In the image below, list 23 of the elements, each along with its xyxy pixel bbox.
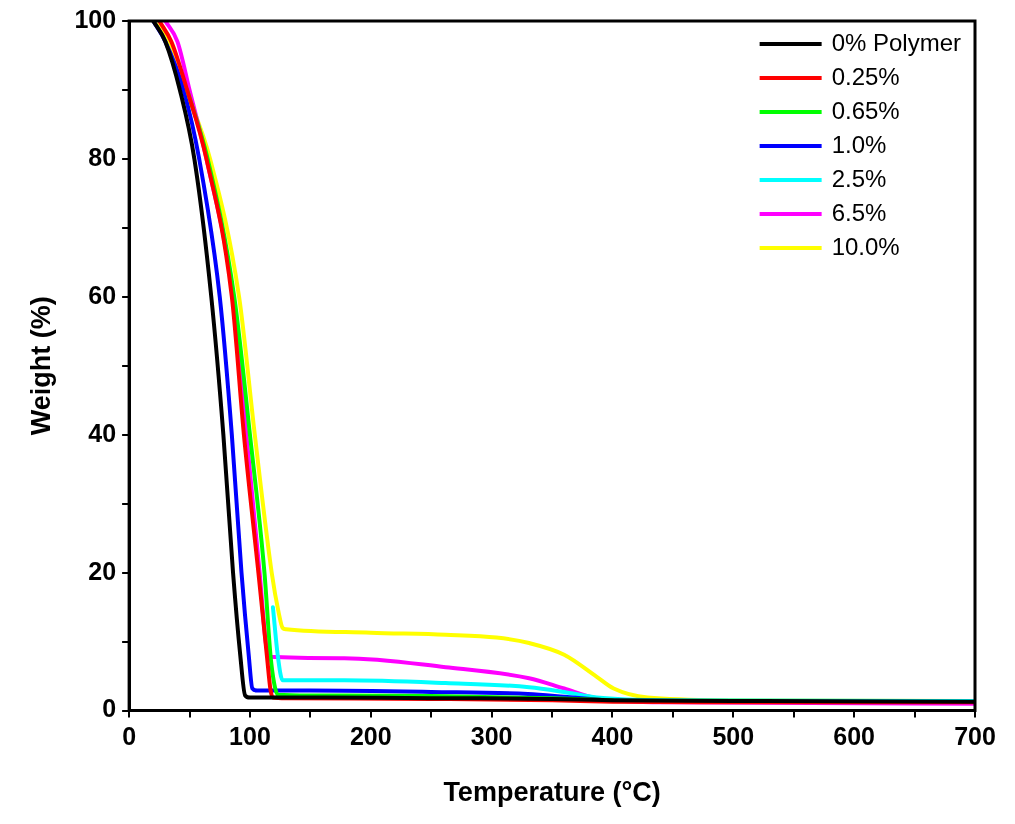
x-tick-label: 100 — [229, 722, 271, 751]
x-tick-label: 600 — [833, 722, 876, 751]
legend-label: 0.25% — [831, 62, 900, 90]
y-tick-label: 100 — [74, 4, 117, 33]
x-tick-label: 400 — [591, 722, 634, 751]
legend-label: 1.0% — [831, 130, 887, 158]
x-tick-label: 200 — [349, 722, 392, 751]
y-tick-label: 20 — [88, 556, 117, 585]
y-axis-title: Weight (%) — [25, 296, 56, 436]
x-tick-label: 500 — [712, 722, 755, 751]
legend-label: 0.65% — [831, 96, 900, 124]
x-tick-label: 0 — [122, 722, 137, 751]
y-tick-label: 60 — [88, 280, 117, 309]
legend-label: 10.0% — [831, 232, 900, 260]
x-tick-label: 300 — [470, 722, 513, 751]
legend-label: 6.5% — [831, 198, 887, 226]
y-tick-label: 80 — [88, 142, 117, 171]
y-tick-label: 0 — [102, 694, 117, 723]
legend-label: 0% Polymer — [831, 28, 962, 56]
x-axis-title: Temperature (°C) — [443, 777, 661, 808]
x-tick-label: 700 — [954, 722, 996, 751]
y-tick-label: 40 — [88, 418, 117, 447]
legend-label: 2.5% — [831, 164, 887, 192]
